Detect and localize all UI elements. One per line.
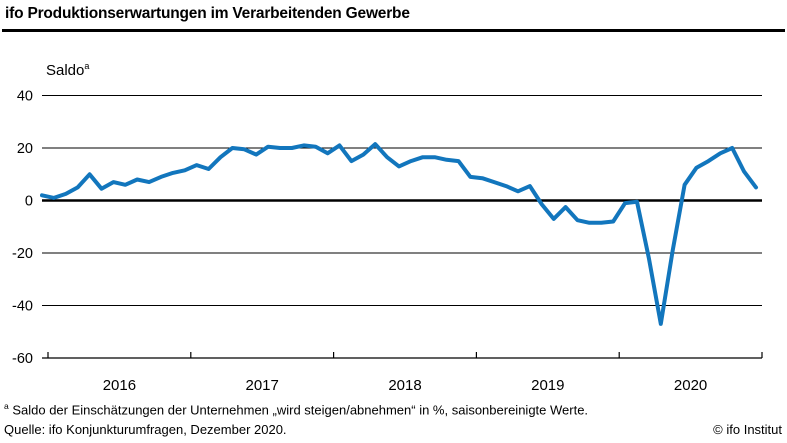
y-axis-unit-label: Saldoa [46,61,89,79]
copyright-credit: © ifo Institut [713,422,782,437]
footnote: a Saldo der Einschätzungen der Unternehm… [4,401,588,417]
y-tick-label: -20 [12,246,33,262]
x-year-label: 2019 [531,377,564,394]
y-tick-label: -40 [12,299,33,315]
footnote-marker: a [4,401,9,411]
y-axis-unit-text: Saldo [46,62,85,79]
y-axis-unit-footnote-marker: a [84,61,90,71]
title-divider [2,29,785,32]
footnote-text: Saldo der Einschätzungen der Unternehmen… [8,402,589,418]
y-tick-label: 0 [25,194,33,210]
data-line-produktionserwartungen [40,142,758,326]
source-note: Quelle: ifo Konjunkturumfragen, Dezember… [4,422,287,437]
x-year-label: 2016 [103,377,136,394]
x-year-label: 2018 [388,377,421,394]
y-tick-label: -60 [12,351,33,367]
page-title: ifo Produktionserwartungen im Verarbeite… [5,5,410,22]
x-year-label: 2020 [674,377,707,394]
y-tick-label: 40 [17,89,33,105]
x-year-label: 2017 [246,377,279,394]
y-tick-label: 20 [17,141,33,157]
